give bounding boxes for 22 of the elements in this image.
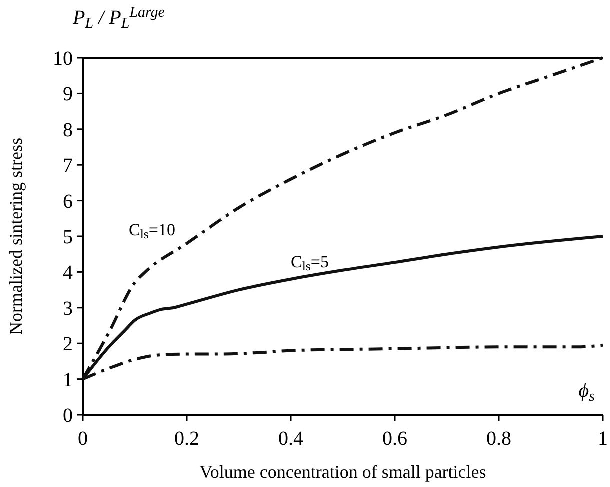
y-tick-label: 8	[63, 119, 73, 142]
x-tick-label: 0.4	[278, 428, 304, 450]
x-axis-title: Volume concentration of small particles	[200, 462, 486, 482]
y-tick-label: 3	[63, 298, 73, 320]
y-tick-label: 2	[63, 334, 73, 356]
y-tick-label: 5	[63, 226, 73, 248]
x-tick-label: 0	[78, 428, 88, 450]
annotation: ϕ$_{s}$	[578, 380, 596, 405]
x-tick-label: 1	[598, 428, 608, 450]
y-axis-title: Normalized sintering stress	[6, 138, 26, 335]
y-tick-label: 6	[63, 190, 73, 213]
x-tick-label: 0.2	[174, 428, 200, 450]
x-tick-label: 0.8	[486, 428, 512, 450]
y-tick-label: 7	[63, 155, 73, 178]
x-tick-label: 0.6	[382, 428, 408, 450]
y-tick-label: 10	[53, 48, 73, 70]
y-tick-label: 0	[63, 405, 73, 427]
series-label: C$_{ls}$=10	[129, 220, 176, 242]
y-tick-label: 9	[63, 84, 73, 106]
series-label: C$_{ls}$=5	[291, 252, 329, 274]
y-tick-label: 1	[63, 369, 73, 392]
y-tick-label: 4	[63, 262, 73, 284]
